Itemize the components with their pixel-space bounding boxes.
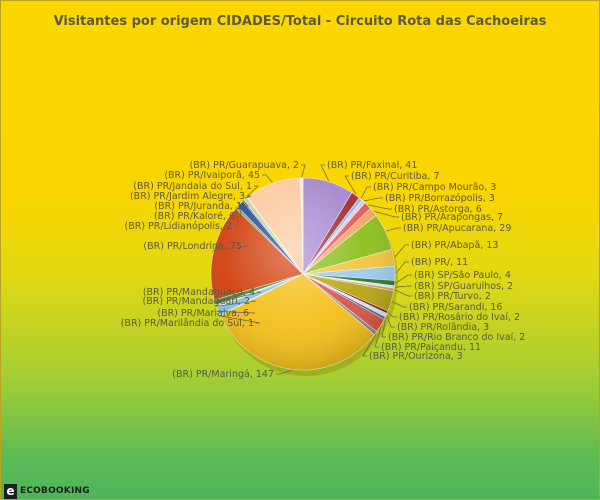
leader-lines xyxy=(212,164,412,375)
slice-label: (BR) PR/Marilândia do Sul, 1 xyxy=(121,318,254,329)
leader-line xyxy=(320,164,330,181)
leader-line xyxy=(368,204,392,210)
slice-label: (BR) PR/Marialva, 6 xyxy=(157,308,249,319)
slice-label: (BR) PR/Borrazópolis, 3 xyxy=(385,193,495,204)
leader-line xyxy=(246,185,259,197)
slice-label: (BR) PR/, 11 xyxy=(411,257,468,268)
slice-label: (BR) PR/Ourizona, 3 xyxy=(369,351,463,362)
leader-line xyxy=(237,203,242,217)
leader-line xyxy=(262,174,273,183)
slice-label: (BR) PR/Lidianópolis, 2 xyxy=(125,221,233,232)
slice-label: (BR) PR/Astorga, 6 xyxy=(394,204,482,215)
slice-label: (BR) SP/Guarulhos, 2 xyxy=(414,281,513,292)
leader-line xyxy=(394,244,409,258)
slice-label: (BR) PR/Mandaguaçu, 4 xyxy=(143,287,255,298)
leader-line xyxy=(373,210,399,218)
slice-label: (BR) PR/Rolândia, 3 xyxy=(397,322,489,333)
leader-line xyxy=(394,289,412,297)
slice-label: (BR) PR/Jardim Alegre, 3 xyxy=(130,191,245,202)
slice-label: (BR) PR/Jandaia do Sul, 1 xyxy=(133,181,252,192)
leader-line xyxy=(386,315,395,328)
leader-line xyxy=(374,325,382,348)
leader-line xyxy=(392,301,407,308)
pie-highlight xyxy=(211,178,395,370)
slice-label: (BR) PR/Mandaguari, 2 xyxy=(143,296,250,307)
slice-label: (BR) PR/Guarapuava, 2 xyxy=(190,160,299,171)
leader-line xyxy=(395,285,412,288)
leader-line xyxy=(386,227,401,232)
leader-line xyxy=(360,186,371,199)
leader-line xyxy=(395,274,412,284)
slice-label: (BR) PR/Rio Branco do Ivaí, 2 xyxy=(388,332,525,343)
ecobooking-logo: e ECOBOOKING xyxy=(4,483,90,499)
slice-label: (BR) PR/Campo Mourão, 3 xyxy=(373,182,496,193)
leader-line xyxy=(276,369,293,375)
leader-line xyxy=(388,312,397,318)
leader-line xyxy=(344,175,357,195)
ecobooking-logo-text: ECOBOOKING xyxy=(20,486,90,496)
slice-label: (BR) SP/São Paulo, 4 xyxy=(414,270,511,281)
leader-line xyxy=(217,311,256,314)
slice-label: (BR) PR/Abapã, 13 xyxy=(411,240,498,251)
leader-line xyxy=(301,164,306,178)
leader-line xyxy=(364,197,383,202)
leader-line xyxy=(212,245,249,252)
leader-line xyxy=(244,195,252,199)
leader-line xyxy=(234,206,239,227)
slice-label: (BR) PR/Turvo, 2 xyxy=(414,291,491,302)
leader-line xyxy=(362,333,377,357)
leader-line xyxy=(242,199,249,207)
leader-line xyxy=(395,261,409,274)
leader-line xyxy=(214,291,262,304)
leader-line xyxy=(215,300,257,307)
slice-label: (BR) PR/Ivaiporã, 45 xyxy=(164,170,260,181)
ecobooking-logo-mark: e xyxy=(4,483,17,499)
slice-label: (BR) PR/Paiçandu, 11 xyxy=(381,342,481,353)
slice-label: (BR) PR/Faxinal, 41 xyxy=(327,160,417,171)
chart-title: Visitantes por origem CIDADES/Total - Ci… xyxy=(53,14,547,29)
slice-label: (BR) PR/Curitiba, 7 xyxy=(351,171,440,182)
slice-label: (BR) PR/Kaloré, 6 xyxy=(154,211,235,222)
slice-label: (BR) PR/Arapongas, 7 xyxy=(401,212,503,223)
slice-label: (BR) PR/Juranda, 1 xyxy=(154,201,242,212)
slice-label: (BR) PR/Maringá, 147 xyxy=(172,369,274,380)
slice-label: (BR) PR/Londrina, 75 xyxy=(143,241,242,252)
slice-label: (BR) PR/Rosário do Ivaí, 2 xyxy=(399,312,520,323)
leader-line xyxy=(218,315,261,324)
leader-line xyxy=(381,318,386,338)
slice-labels: (BR) PR/Faxinal, 41(BR) PR/Curitiba, 7(B… xyxy=(121,160,526,380)
slice-label: (BR) PR/Sarandi, 16 xyxy=(409,302,502,313)
slice-label: (BR) PR/Apucarana, 29 xyxy=(403,223,511,234)
